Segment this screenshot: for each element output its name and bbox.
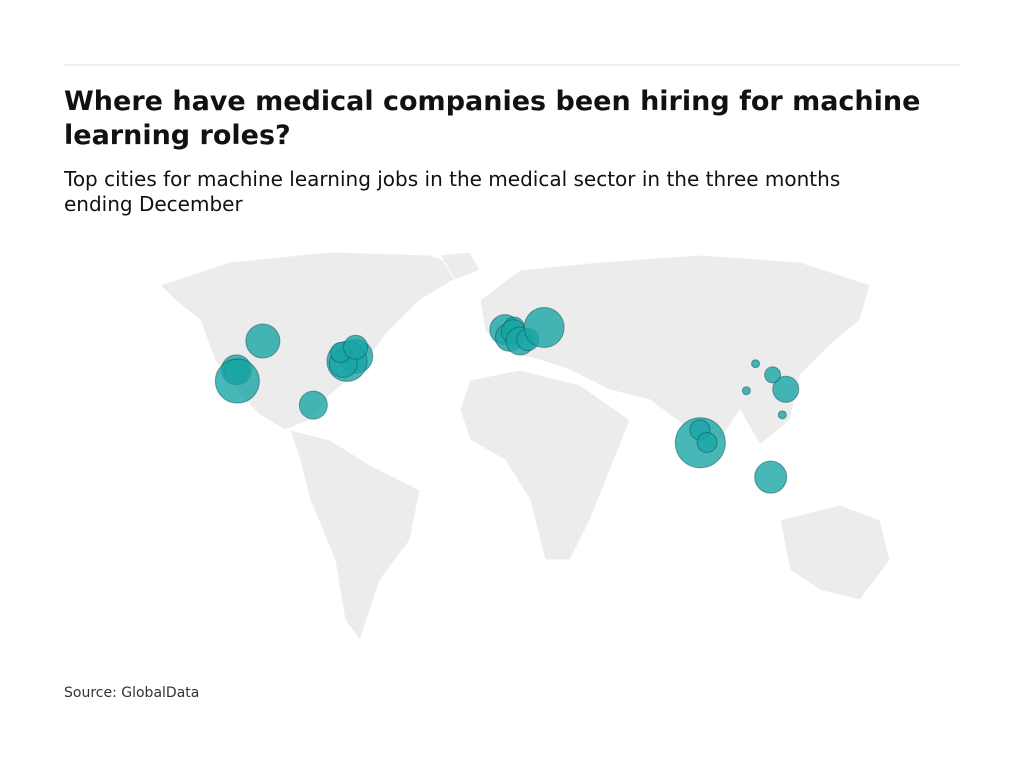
- city-bubble: [777, 410, 787, 420]
- city-bubble: [741, 386, 751, 396]
- city-bubble: [245, 323, 281, 359]
- city-bubble: [523, 307, 565, 349]
- city-bubble: [298, 390, 328, 420]
- city-bubble: [214, 358, 260, 404]
- source: Source: GlobalData: [64, 685, 199, 701]
- city-bubble: [764, 366, 782, 384]
- city-bubble: [754, 460, 788, 494]
- chart-subtitle: Top cities for machine learning jobs in …: [63, 167, 840, 216]
- city-bubble: [751, 359, 761, 369]
- city-bubble: [343, 334, 369, 360]
- chart-title: Where have medical companies been hiring…: [64, 86, 920, 151]
- bubbles: [214, 307, 800, 494]
- land: [159, 251, 891, 642]
- city-bubble: [772, 375, 800, 403]
- city-bubble: [696, 431, 718, 453]
